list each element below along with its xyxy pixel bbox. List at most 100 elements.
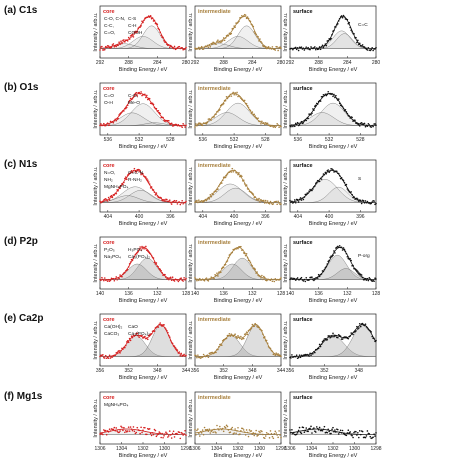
data-point bbox=[195, 278, 197, 280]
data-point bbox=[217, 348, 219, 351]
data-point bbox=[365, 435, 368, 437]
data-point bbox=[370, 202, 373, 205]
data-point bbox=[299, 197, 302, 199]
data-point bbox=[182, 434, 184, 436]
data-point bbox=[274, 126, 277, 129]
data-point bbox=[152, 103, 155, 106]
data-point bbox=[273, 432, 276, 435]
data-point bbox=[266, 122, 269, 125]
data-point bbox=[218, 345, 220, 348]
data-point bbox=[102, 124, 104, 127]
data-point bbox=[320, 343, 323, 346]
x-tick-label: 136 bbox=[124, 291, 133, 297]
data-point bbox=[316, 427, 319, 430]
data-point bbox=[261, 329, 263, 332]
data-point bbox=[366, 49, 369, 51]
data-point bbox=[259, 275, 261, 278]
data-point bbox=[112, 428, 115, 431]
data-point bbox=[250, 327, 253, 330]
data-point bbox=[126, 174, 129, 176]
data-point bbox=[349, 257, 352, 260]
data-point bbox=[356, 434, 358, 436]
data-point bbox=[235, 432, 237, 435]
data-point bbox=[230, 32, 233, 35]
data-point bbox=[124, 431, 126, 434]
data-point bbox=[375, 202, 377, 205]
data-point bbox=[205, 277, 208, 279]
data-point bbox=[144, 247, 146, 250]
data-point bbox=[236, 430, 238, 432]
data-point bbox=[351, 31, 353, 33]
data-point bbox=[124, 41, 126, 43]
data-point bbox=[206, 198, 209, 200]
data-point bbox=[139, 246, 141, 248]
data-point bbox=[243, 431, 246, 433]
data-point bbox=[277, 49, 279, 52]
data-point bbox=[144, 335, 146, 338]
data-point bbox=[150, 255, 153, 257]
data-point bbox=[353, 431, 355, 434]
data-point bbox=[347, 337, 350, 340]
data-point bbox=[336, 428, 339, 431]
data-point bbox=[369, 278, 372, 280]
data-point bbox=[103, 48, 106, 51]
data-point bbox=[161, 272, 163, 274]
data-point bbox=[352, 264, 354, 267]
x-axis-label: Binding Energy / eV bbox=[119, 144, 168, 150]
data-point bbox=[270, 349, 273, 352]
data-point bbox=[321, 95, 324, 98]
data-point bbox=[137, 27, 140, 30]
data-point bbox=[105, 46, 108, 49]
data-point bbox=[339, 16, 342, 18]
peak-annotation: COOH bbox=[128, 30, 143, 36]
x-tick-label: 284 bbox=[343, 60, 352, 66]
x-tick-label: 396 bbox=[261, 214, 270, 220]
data-point bbox=[276, 203, 278, 206]
data-point bbox=[290, 125, 292, 128]
data-point bbox=[359, 433, 362, 436]
data-point bbox=[173, 280, 176, 282]
data-point bbox=[353, 33, 355, 35]
data-point bbox=[204, 198, 207, 201]
x-tick-label: 532 bbox=[135, 137, 144, 143]
data-point bbox=[346, 432, 349, 434]
x-tick-label: 352 bbox=[219, 368, 228, 374]
data-point bbox=[363, 202, 366, 204]
data-point bbox=[197, 48, 199, 50]
data-point bbox=[315, 104, 317, 107]
x-tick-label: 396 bbox=[166, 214, 175, 220]
data-point bbox=[342, 179, 345, 182]
panel-core: core 292 288 284 280 Binding Energy / eV Inten… bbox=[93, 5, 190, 73]
data-point bbox=[185, 124, 187, 127]
data-point bbox=[351, 434, 353, 437]
peak-annotation: C=O bbox=[104, 93, 114, 99]
data-point bbox=[119, 274, 121, 276]
data-point bbox=[274, 354, 277, 357]
data-point bbox=[269, 279, 272, 281]
panel-intermediate: intermediate 140 136 132 128 Binding Energy /… bbox=[188, 236, 285, 304]
data-point bbox=[170, 45, 173, 48]
data-point bbox=[201, 429, 204, 431]
data-point bbox=[255, 429, 257, 432]
data-point bbox=[263, 123, 266, 126]
data-point bbox=[125, 176, 127, 178]
data-point bbox=[329, 170, 331, 172]
data-point bbox=[336, 24, 338, 26]
data-point bbox=[291, 354, 293, 356]
data-point bbox=[306, 47, 309, 50]
x-tick-label: 344 bbox=[182, 368, 191, 374]
data-point bbox=[148, 334, 151, 336]
data-point bbox=[367, 328, 370, 331]
y-axis-label: Intensity / arb.u. bbox=[283, 89, 289, 129]
data-point bbox=[276, 122, 278, 125]
data-point bbox=[265, 201, 268, 204]
data-point bbox=[327, 90, 330, 93]
data-point bbox=[253, 434, 256, 437]
data-point bbox=[102, 433, 104, 436]
data-point bbox=[206, 354, 209, 357]
data-point bbox=[176, 279, 179, 281]
data-point bbox=[146, 178, 148, 180]
peak-annotation: MgNH₄PO₄ bbox=[104, 402, 128, 408]
data-point bbox=[311, 276, 313, 278]
x-tick-label: 528 bbox=[261, 137, 270, 143]
